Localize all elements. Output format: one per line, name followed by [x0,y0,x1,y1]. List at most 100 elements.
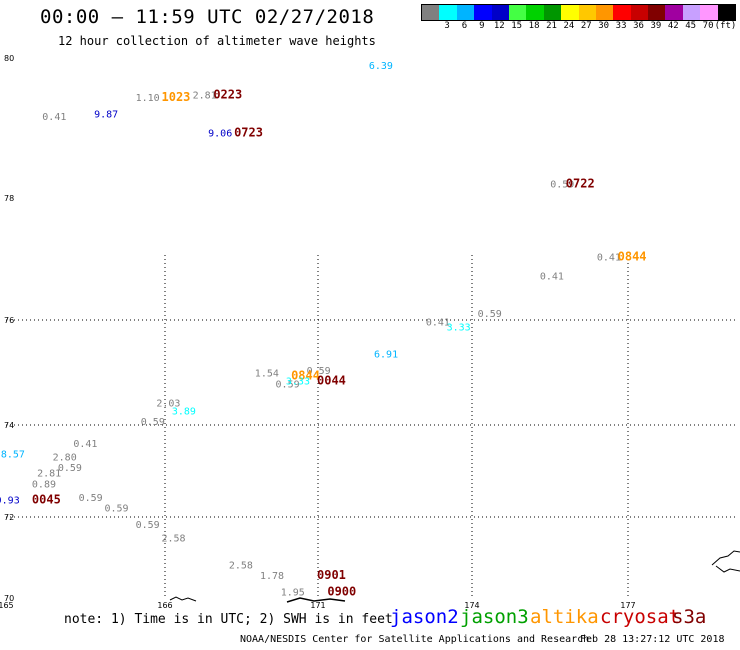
colorbar-label: 42 [667,21,679,31]
wave-height-colorbar [421,4,737,21]
colorbar-cell [682,5,701,20]
franz-josef-land-coast [711,550,740,573]
units-note: note: 1) Time is in UTC; 2) SWH is in fe… [64,612,393,627]
legend-jason2: jason2 [390,606,459,628]
colorbar-cell [439,5,457,20]
colorbar-cell [474,5,492,20]
colorbar-cell [561,5,579,20]
wave-height-label: 0.41 [540,271,564,282]
colorbar-cell [422,5,440,20]
x-tick-label: 166 [157,601,172,610]
y-tick-label: 80 [4,54,14,63]
pass-time-label: 0223 [213,88,242,102]
pass-time-label: 0900 [327,584,356,598]
page-title: 00:00 – 11:59 UTC 02/27/2018 [40,6,375,28]
page-subtitle: 12 hour collection of altimeter wave hei… [58,34,376,48]
wave-height-label: 0.59 [307,366,331,377]
wave-height-label: 3.89 [172,406,196,417]
colorbar-cell [700,5,718,20]
colorbar-label: 3 [444,21,450,31]
x-tick-label: 174 [464,601,479,610]
legend-s3a: s3a [672,606,707,628]
wave-height-label: 0.59 [478,309,502,320]
wave-height-label: 9.06 [208,128,232,139]
wave-height-label: 0.59 [79,493,103,504]
wave-height-label: 1.10 [136,93,160,104]
legend-cryosat: cryosat [600,606,681,628]
wave-height-label: 0.59 [58,463,82,474]
colorbar-cell [717,5,736,20]
y-tick-label: 76 [4,316,14,325]
wave-height-label: 1.78 [260,571,284,582]
pass-time-label: 0844 [618,250,647,264]
footer-timestamp: Feb 28 13:27:12 UTC 2018 [580,634,725,645]
wave-height-label: 2.03 [156,398,180,409]
colorbar-label: (ft) [714,21,737,31]
pass-time-label: 0044 [317,374,346,388]
wave-height-label: 0.89 [32,479,56,490]
colorbar-cell [526,5,544,20]
colorbar-cell [665,5,683,20]
colorbar-label: 39 [650,21,662,31]
wave-height-label: 2.81 [193,91,217,102]
wave-height-label: 0.59 [550,180,574,191]
wave-height-label: 0.59 [141,417,165,428]
svalbard-coast-fragment [169,596,197,602]
colorbar-label: 36 [633,21,644,31]
colorbar-cell [578,5,596,20]
colorbar-cell [456,5,475,20]
wave-height-label: 9.93 [0,496,20,507]
colorbar-cell [595,5,614,20]
legend-jason3: jason3 [460,606,529,628]
wave-height-label: 9.87 [94,109,118,120]
colorbar-label: 12 [493,21,505,31]
colorbar-label: 15 [511,21,523,31]
wave-height-label: 0.59 [136,520,160,531]
pass-time-label: 0723 [234,125,263,139]
wave-height-label: 3.33 [447,323,471,334]
legend-altika: altika [530,606,599,628]
wave-height-label: 0.59 [276,379,300,390]
colorbar-cell [630,5,649,20]
wave-height-label: 0.41 [42,112,66,123]
pass-time-label: 0844 [291,368,320,382]
wave-height-label: 1.54 [255,369,279,380]
pass-time-label: 0901 [317,568,346,582]
colorbar-cell [508,5,527,20]
colorbar-label: 33 [615,21,627,31]
colorbar-label: 30 [598,21,610,31]
wave-height-label: 0.59 [104,504,128,515]
coastline [169,550,740,603]
colorbar-cell [648,5,666,20]
colorbar-label: 24 [563,21,575,31]
wave-height-label: 6.91 [374,350,398,361]
colorbar-label: 45 [685,21,697,31]
y-tick-label: 78 [4,194,14,203]
colorbar-cell [613,5,631,20]
colorbar-label: 27 [580,21,592,31]
colorbar-label: 70 [702,21,714,31]
x-tick-label: 177 [620,601,635,610]
colorbar-label: 9 [479,21,485,31]
colorbar-label: 21 [546,21,557,31]
colorbar-cell [543,5,562,20]
colorbar-cell [491,5,509,20]
wave-height-label: 2.81 [37,469,61,480]
pass-time-label: 0722 [566,177,595,191]
wave-height-label: 2.80 [53,452,77,463]
wave-height-label: 6.39 [369,61,393,72]
y-tick-label: 70 [4,594,14,603]
wave-height-label: 0.41 [73,439,97,450]
graticule [6,255,736,598]
wave-height-label: 0.41 [426,317,450,328]
colorbar-label: 18 [528,21,540,31]
wave-height-label: 8.57 [1,450,25,461]
footer-credit: NOAA/NESDIS Center for Satellite Applica… [240,634,590,645]
pass-time-label: 0045 [32,493,61,507]
y-tick-label: 74 [4,421,14,430]
colorbar-label: 6 [461,21,468,31]
